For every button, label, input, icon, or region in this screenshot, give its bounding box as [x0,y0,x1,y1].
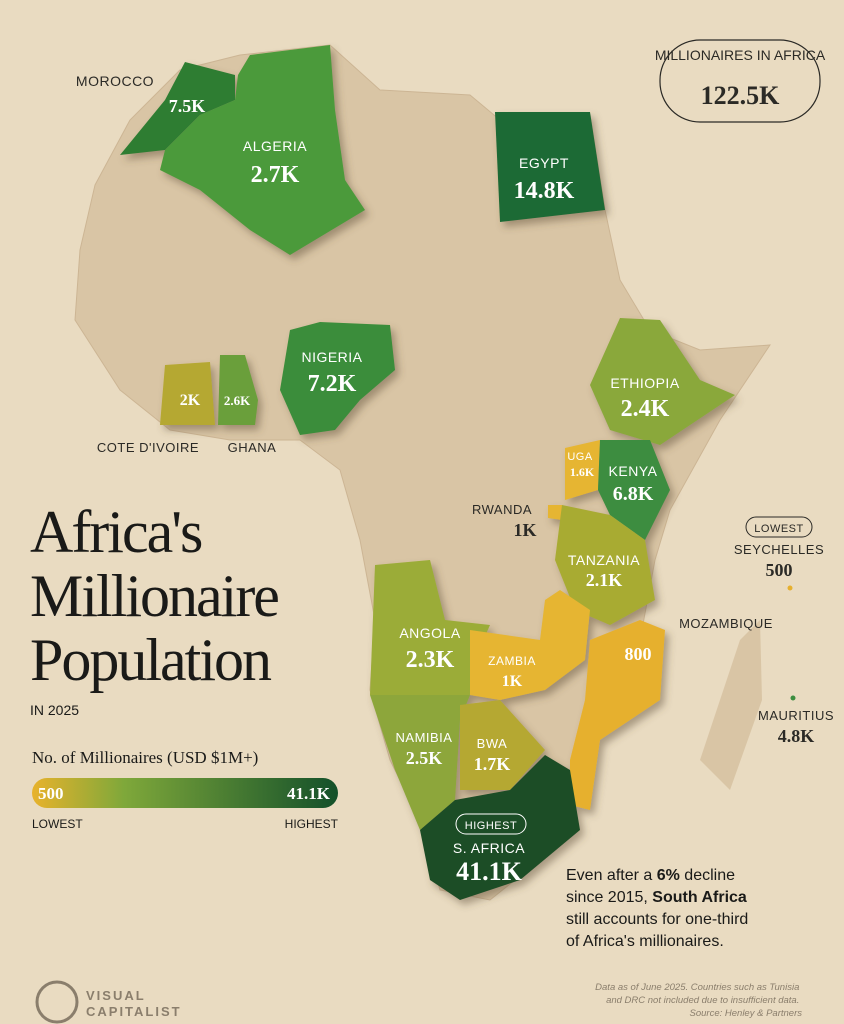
country-value: 7.5K [169,96,206,116]
country-name: ALGERIA [243,138,307,154]
badge [455,813,527,835]
egypt [495,112,605,222]
country-name: ZAMBIA [488,654,536,668]
namibia [370,695,470,830]
annotation-text: decline [680,867,735,884]
country-value: 2K [180,392,201,409]
country-value: 2.7K [251,162,300,188]
country-value: 2.3K [406,647,455,673]
badge-text: HIGHEST [465,820,517,832]
country-name: RWANDA [472,502,532,517]
title-line: Millionaire [30,563,278,629]
annotation: Even after a 6% decline since 2015, Sout… [566,867,753,950]
footnote-text: and DRC not included due to insufficient… [606,995,799,1006]
country-value: 2.1K [586,570,623,590]
country-value: 6.8K [613,483,654,505]
country-name: GHANA [228,440,277,455]
legend-title: No. of Millionaires (USD $1M+) [32,748,258,767]
seychelles-dot [787,585,793,591]
country-value: 1K [513,520,536,540]
angola [370,560,490,695]
country-name: UGA [567,451,593,463]
country-name: BWA [477,736,508,751]
footnote: Data as of June 2025. Countries such as … [595,982,802,1019]
total-label-text: MILLIONAIRES IN AFRICA [655,47,826,63]
annotation-text: South Africa [652,889,747,906]
tanzania [555,505,655,625]
badge [745,516,813,538]
logo-mark [35,980,79,1024]
footnote-text: Data as of June 2025. Countries such as … [595,982,799,993]
country-name: MAURITIUS [758,708,834,723]
annotation-text: still accounts for one-third [566,911,748,928]
morocco [120,62,235,155]
country-name: KENYA [609,463,658,479]
country-name: NAMIBIA [396,730,453,745]
country-name: COTE D'IVOIRE [97,440,199,455]
total-box [659,39,821,123]
uganda [565,440,600,500]
footnote-text: Source: Henley & Partners [690,1008,803,1019]
annotation-text: of Africa's millionaires. [566,933,724,950]
south-africa [420,755,580,900]
algeria [160,45,365,255]
legend-min-label: LOWEST [32,817,83,831]
country-name: MOROCCO [76,73,154,89]
country-name: EGYPT [519,155,569,171]
country-value: 7.2K [308,371,357,397]
country-value: 2.6K [224,393,251,408]
logo-text: VISUAL [86,988,146,1003]
title-line: Africa's [30,499,202,565]
country-value: 2.4K [621,396,670,422]
annotation-text: 6% [657,867,680,884]
subtitle: IN 2025 [30,702,79,718]
country-value: 800 [625,644,652,664]
country-name: S. AFRICA [453,840,525,856]
cote-divoire [160,362,215,425]
country-name: SEYCHELLES [734,542,824,557]
country-value: 1.6K [570,465,595,479]
country-name: NIGERIA [301,349,362,365]
country-name: ANGOLA [399,625,461,641]
mozambique [570,620,665,810]
title-line: Population [30,627,272,693]
nigeria [280,322,395,435]
country-value: 14.8K [514,178,575,204]
legend-bar [32,778,338,808]
mauritius-dot [790,695,796,701]
kenya [598,440,670,540]
total-label: MILLIONAIRES IN AFRICA [655,47,826,63]
country-value: 4.8K [778,726,815,746]
country-name: ETHIOPIA [610,375,680,391]
total-value: 122.5K [701,81,781,110]
badge-text: LOWEST [754,523,803,535]
annotation-text: since 2015, [566,889,652,906]
countries [120,45,735,900]
zambia [470,590,590,700]
legend-max-label: HIGHEST [285,817,339,831]
country-value: 1K [502,673,523,690]
legend-min: 500 [38,784,64,803]
country-value: 2.5K [406,748,443,768]
country-name: TANZANIA [568,552,640,568]
country-name: MOZAMBIQUE [679,616,773,631]
country-value: 1.7K [474,754,511,774]
rwanda [548,505,562,520]
botswana [460,700,545,790]
madagascar [700,620,762,790]
ethiopia [590,318,735,445]
legend-max: 41.1K [287,784,331,803]
country-value: 41.1K [456,857,523,886]
country-value: 500 [766,560,793,580]
ghana [218,355,258,425]
annotation-text: Even after a [566,867,657,884]
logo-text: CAPITALIST [86,1004,182,1019]
